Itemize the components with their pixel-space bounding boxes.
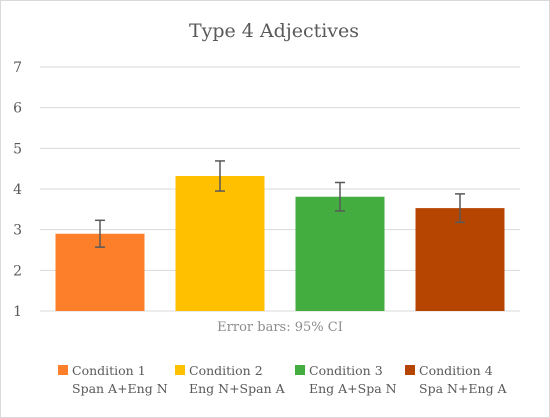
legend-swatch-condition-3 — [295, 365, 305, 375]
bar-condition-4 — [415, 208, 505, 311]
bar-condition-3 — [295, 196, 385, 311]
y-tick-label-1: 1 — [13, 304, 22, 320]
y-tick-label-5: 5 — [13, 141, 22, 157]
errorbar-annotation: Error bars: 95% CI — [217, 320, 343, 335]
bar-condition-2 — [175, 175, 265, 311]
legend-label-condition-2: Condition 2 Eng N+Span A — [189, 363, 285, 396]
legend-label-condition-1: Condition 1 Span A+Eng N — [72, 363, 168, 396]
legend-label-condition-3: Condition 3 Eng A+Spa N — [309, 363, 397, 396]
y-tick-label-2: 2 — [13, 263, 22, 279]
y-tick-label-4: 4 — [13, 182, 22, 198]
legend-label-condition-4: Condition 4 Spa N+Eng A — [419, 363, 507, 396]
y-tick-label-7: 7 — [13, 60, 22, 76]
legend-swatch-condition-1 — [58, 365, 68, 375]
legend-swatch-condition-2 — [175, 365, 185, 375]
chart-title: Type 4 Adjectives — [188, 20, 360, 42]
y-tick-label-3: 3 — [13, 223, 22, 239]
legend-swatch-condition-4 — [405, 365, 415, 375]
y-tick-label-6: 6 — [13, 101, 22, 117]
